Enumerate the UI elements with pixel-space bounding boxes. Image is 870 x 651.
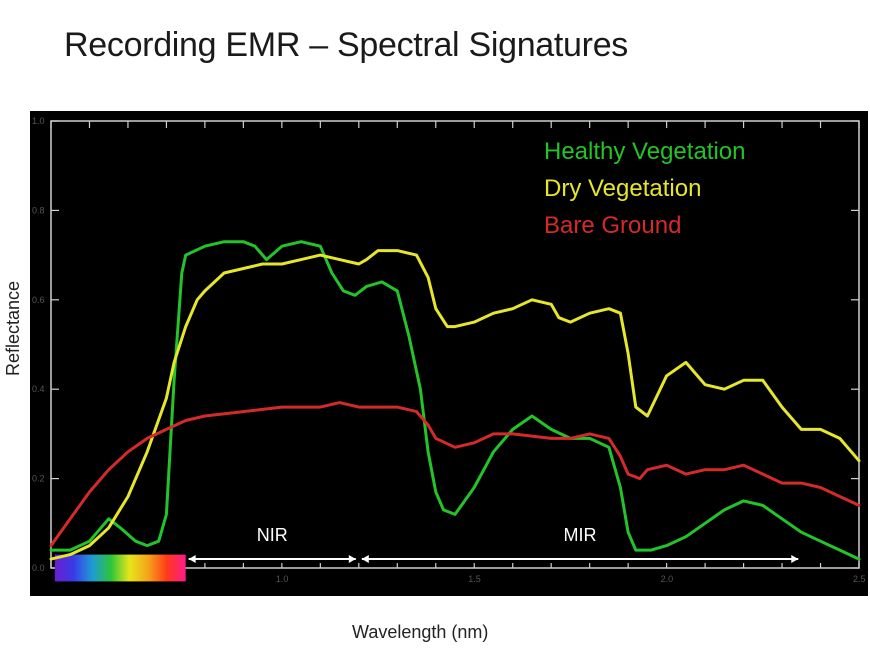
plot-frame [50, 120, 860, 569]
x-axis-label: Wavelength (nm) [352, 622, 489, 642]
chart-background [30, 111, 868, 596]
series-line-healthy-vegetation [49, 240, 861, 561]
y-tick-label: 1.0 [32, 116, 45, 126]
region-arrow-head-left [188, 555, 196, 564]
x-tick-label: 1.5 [468, 574, 481, 584]
region-arrow-head-right [348, 555, 356, 564]
y-tick-label: 0.6 [32, 295, 45, 305]
y-tick-label: 0.4 [32, 384, 45, 394]
y-tick-label: 0.8 [32, 205, 45, 215]
x-tick-label: 2.0 [661, 574, 674, 584]
y-axis-label: Reflectance [3, 280, 23, 376]
region-label-mir: MIR [564, 525, 597, 545]
slide-title: Recording EMR – Spectral Signatures [64, 26, 628, 64]
y-tick-label: 0.0 [32, 563, 45, 573]
visible-spectrum-bar [54, 554, 186, 582]
region-arrow-head-right [791, 555, 799, 564]
region-arrow-head-left [361, 555, 369, 564]
legend-entry-healthy-vegetation: Healthy Vegetation [544, 138, 745, 165]
legend-entry-dry-vegetation: Dry Vegetation [544, 175, 701, 202]
x-tick-label: 1.0 [276, 574, 289, 584]
series-line-dry-vegetation [49, 249, 861, 561]
series-line-bare-ground [49, 401, 861, 548]
legend-entry-bare-ground: Bare Ground [544, 212, 681, 239]
spectral-chart: 0.0 0.2 0.4 0.6 0.8 1.0 1.0 1.5 2.0 2.5 NIR MIR Heal… [30, 111, 868, 596]
y-tick-label: 0.2 [32, 474, 45, 484]
region-label-nir: NIR [257, 525, 288, 545]
x-tick-label: 2.5 [853, 574, 866, 584]
